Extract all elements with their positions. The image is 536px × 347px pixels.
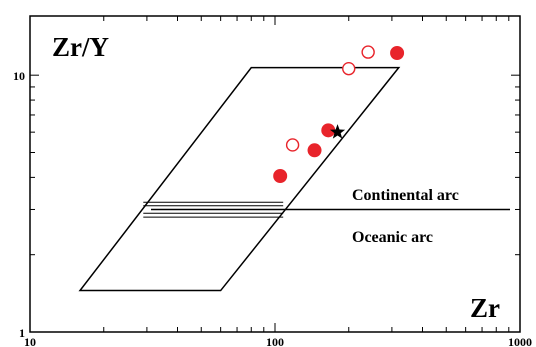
x-axis-label: Zr bbox=[470, 293, 500, 323]
x-tick-label: 100 bbox=[266, 335, 284, 347]
x-tick-label: 1000 bbox=[508, 335, 532, 347]
data-point-filled bbox=[307, 143, 322, 158]
data-point-star bbox=[329, 124, 346, 139]
marks-layer bbox=[273, 45, 405, 183]
y-tick-label: 10 bbox=[13, 69, 25, 83]
x-tick-label: 10 bbox=[24, 335, 36, 347]
y-axis-label: Zr/Y bbox=[52, 32, 109, 62]
field-polygon bbox=[78, 66, 401, 292]
data-point-filled bbox=[390, 46, 405, 61]
field-layer bbox=[78, 66, 510, 292]
data-point-open bbox=[285, 138, 300, 152]
data-point-filled bbox=[273, 168, 288, 183]
y-tick-label: 1 bbox=[19, 326, 25, 340]
annotation-continental-arc: Continental arc bbox=[352, 187, 459, 204]
data-point-open bbox=[342, 61, 356, 76]
data-point-open bbox=[361, 45, 375, 59]
annotation-oceanic-arc: Oceanic arc bbox=[352, 229, 433, 246]
